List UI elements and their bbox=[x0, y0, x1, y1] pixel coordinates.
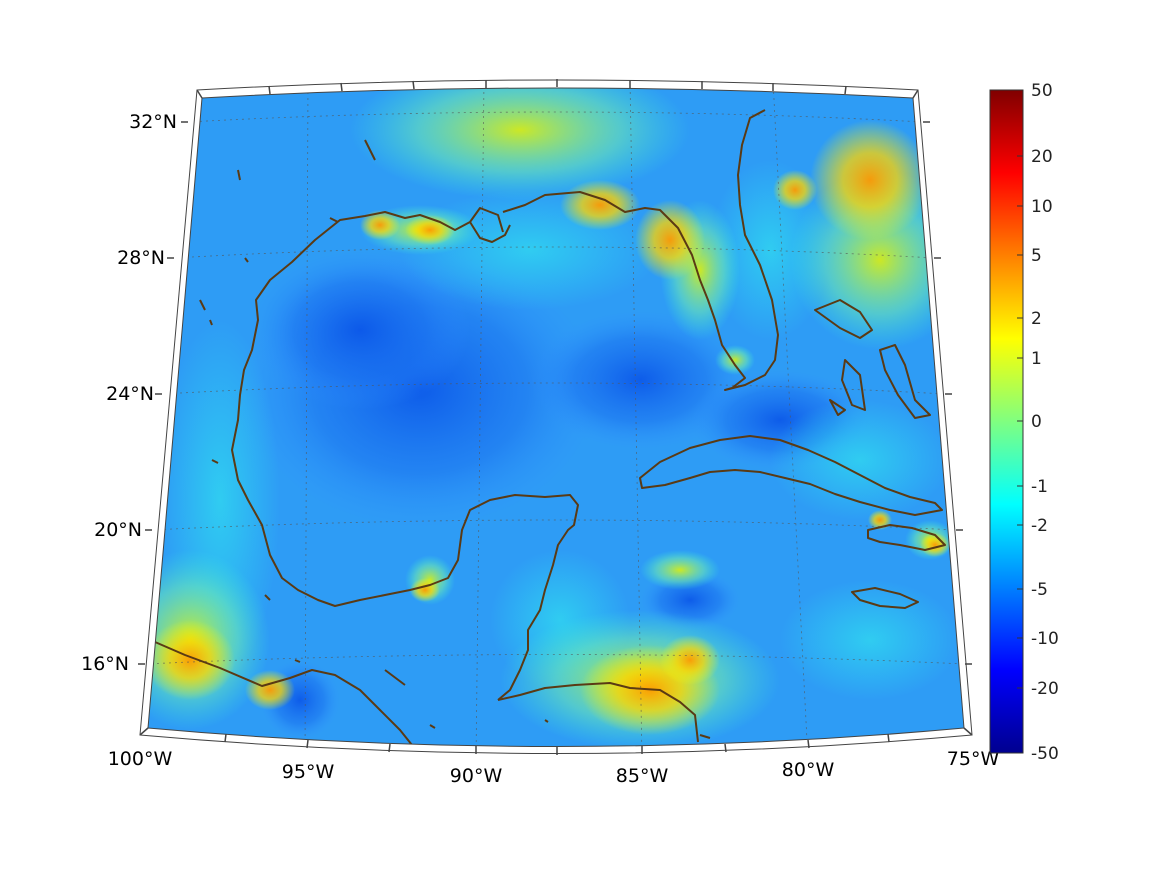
colorbar-tick-label: -10 bbox=[1031, 629, 1059, 649]
longitude-labels: 100°W 95°W 90°W 85°W 80°W 75°W bbox=[108, 748, 1000, 787]
lon-label: 85°W bbox=[616, 765, 669, 787]
coastlines bbox=[154, 109, 946, 746]
gulf-coast bbox=[231, 207, 579, 701]
lat-label: 32°N bbox=[129, 111, 177, 133]
colorbar-tick-label: -5 bbox=[1031, 580, 1048, 600]
colorbar-tick-label: 20 bbox=[1031, 147, 1053, 167]
colorbar-tick-label: 0 bbox=[1031, 412, 1042, 432]
lon-label: 100°W bbox=[108, 748, 173, 770]
colorbar-tick-label: 50 bbox=[1031, 81, 1053, 101]
bahamas-coast bbox=[814, 299, 931, 419]
colorbar-tick-label: -20 bbox=[1031, 679, 1059, 699]
lat-label: 28°N bbox=[117, 247, 165, 269]
lon-label: 95°W bbox=[282, 761, 335, 783]
colorbar-tick-label: -50 bbox=[1031, 744, 1059, 764]
colorbar-tick-label: -2 bbox=[1031, 516, 1048, 536]
data-field bbox=[148, 88, 964, 747]
lat-label: 24°N bbox=[106, 383, 154, 405]
colorbar-tick-label: 2 bbox=[1031, 309, 1042, 329]
hispaniola-coast bbox=[867, 524, 946, 551]
central-america-coast bbox=[497, 682, 699, 743]
lon-label: 75°W bbox=[947, 748, 1000, 770]
jamaica-coast bbox=[851, 587, 919, 609]
lon-label: 80°W bbox=[782, 759, 835, 781]
latitude-labels: 16°N 20°N 24°N 28°N 32°N bbox=[81, 111, 177, 675]
colorbar-tick-label: 5 bbox=[1031, 246, 1042, 266]
lon-label: 90°W bbox=[450, 765, 503, 787]
florida-coast bbox=[502, 109, 779, 391]
colorbar-tick-label: 1 bbox=[1031, 349, 1042, 369]
lat-label: 16°N bbox=[81, 653, 129, 675]
colorbar-tick-label: -1 bbox=[1031, 477, 1048, 497]
lat-label: 20°N bbox=[94, 519, 142, 541]
colorbar-tick-label: 10 bbox=[1031, 197, 1053, 217]
frame-ticks bbox=[138, 79, 973, 755]
graticule bbox=[148, 88, 964, 747]
cuba-coast bbox=[639, 435, 943, 516]
